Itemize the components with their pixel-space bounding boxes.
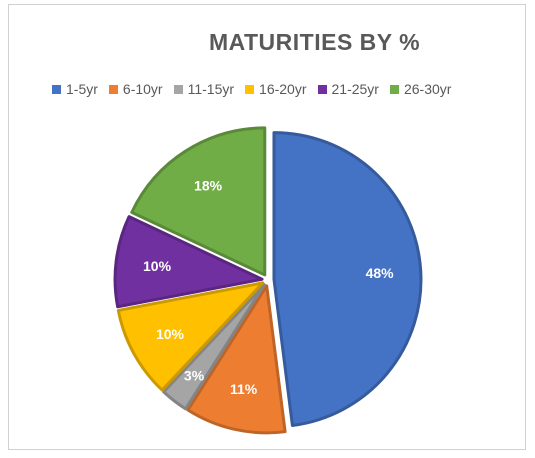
legend: 1-5yr 6-10yr 11-15yr 16-20yr 21-25yr 26-30yr: [52, 81, 462, 97]
data-label: 48%: [366, 265, 395, 281]
data-label: 11%: [230, 381, 258, 397]
pie-slice-1-5yr: [272, 131, 423, 427]
chart-title: MATURITIES BY %: [208, 29, 421, 55]
pie-slice-21-25yr: [113, 215, 264, 309]
legend-item: 21-25yr: [317, 81, 379, 97]
pie-slice-6-10yr: [186, 284, 287, 435]
legend-item: 26-30yr: [389, 81, 452, 97]
legend-item: 1-5yr: [52, 81, 98, 97]
data-label: 10%: [143, 258, 172, 274]
legend-swatch: [317, 84, 327, 94]
legend-swatch: [389, 84, 399, 94]
legend-label: 21-25yr: [331, 81, 379, 97]
legend-swatch: [245, 84, 255, 94]
legend-swatch: [108, 84, 118, 94]
legend-label: 26-30yr: [403, 81, 452, 97]
legend-swatch: [52, 84, 61, 94]
data-label: 18%: [194, 178, 223, 194]
data-label: 3%: [184, 367, 205, 383]
pie-slice-16-20yr: [116, 281, 265, 392]
legend-label: 6-10yr: [122, 81, 163, 97]
legend-item: 6-10yr: [108, 81, 163, 97]
legend-swatch: [173, 84, 183, 94]
legend-label: 16-20yr: [259, 81, 307, 97]
legend-label: 11-15yr: [187, 81, 235, 97]
pie-slice-11-15yr: [162, 283, 266, 411]
legend-item: 16-20yr: [245, 81, 307, 97]
legend-item: 11-15yr: [173, 81, 235, 97]
data-label: 10%: [156, 326, 185, 342]
pie-slice-26-30yr: [130, 126, 267, 277]
legend-label: 1-5yr: [66, 81, 98, 97]
